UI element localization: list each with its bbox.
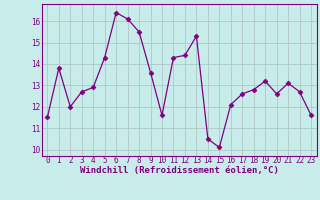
- X-axis label: Windchill (Refroidissement éolien,°C): Windchill (Refroidissement éolien,°C): [80, 166, 279, 175]
